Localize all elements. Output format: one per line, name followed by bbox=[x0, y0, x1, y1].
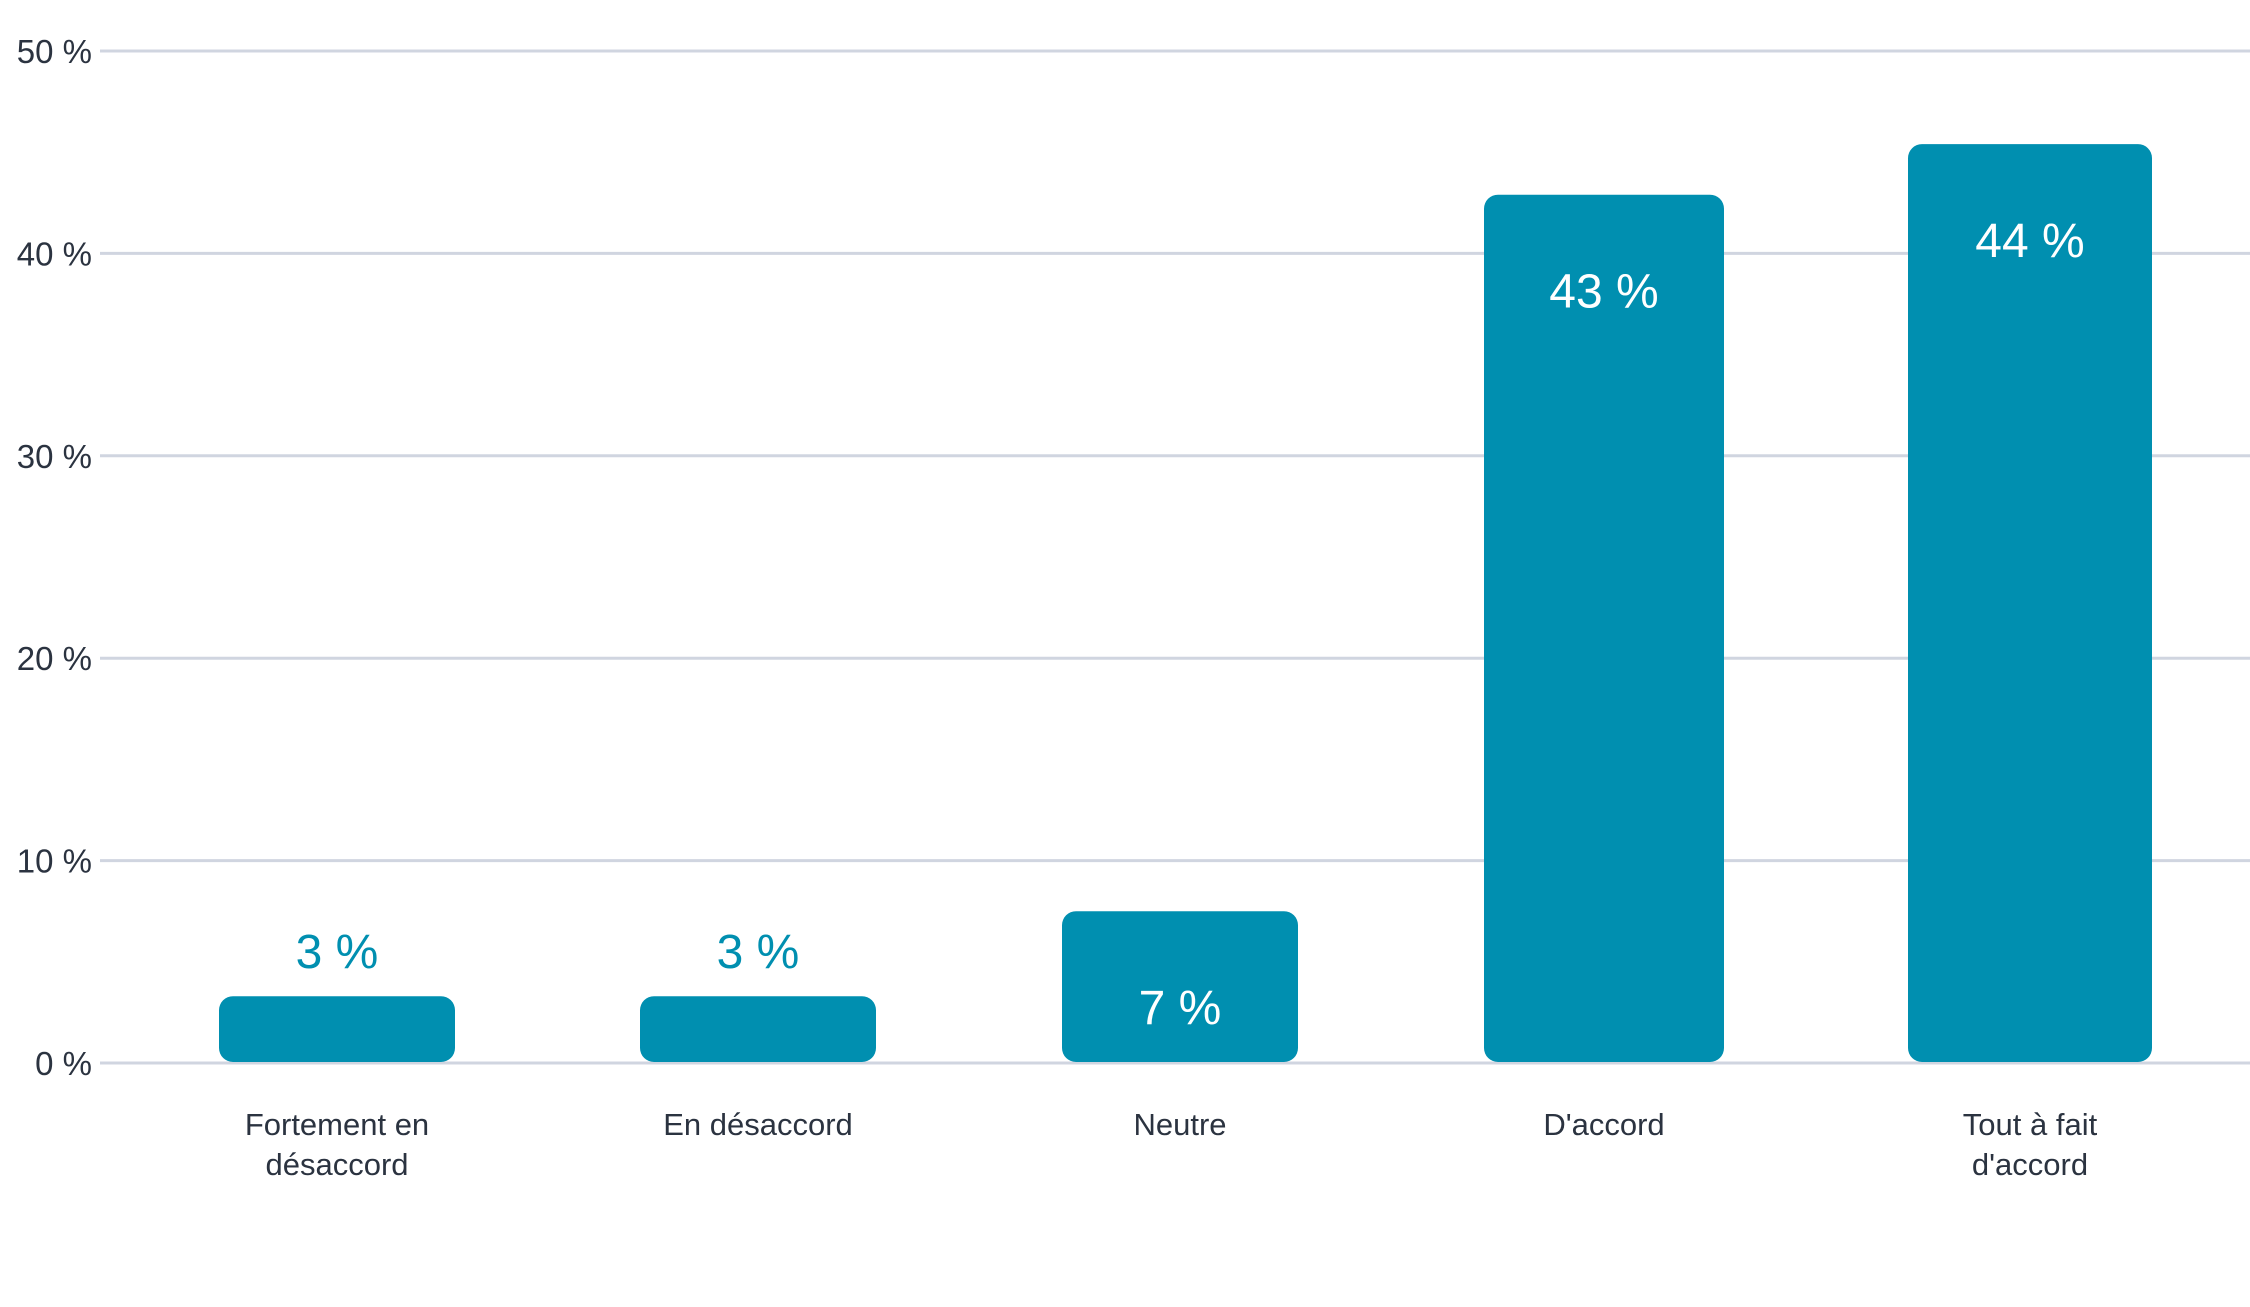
bar-value-label-4: 44 % bbox=[1975, 215, 2084, 268]
bar-0 bbox=[219, 996, 455, 1062]
bar-value-label-0: 3 % bbox=[296, 926, 379, 979]
bar-4 bbox=[1908, 144, 2152, 1062]
x-category-label-2: Neutre bbox=[1133, 1107, 1226, 1142]
bar-3 bbox=[1484, 194, 1724, 1063]
bar-value-label-2: 7 % bbox=[1139, 982, 1222, 1035]
x-category-label-0: Fortement en désaccord bbox=[245, 1107, 429, 1182]
bar-value-label-1: 3 % bbox=[717, 926, 800, 979]
bar-2 bbox=[1062, 911, 1298, 1062]
bar-1 bbox=[640, 996, 876, 1062]
y-tick-label-30: 30 % bbox=[17, 438, 92, 475]
y-tick-label-20: 20 % bbox=[17, 640, 92, 677]
y-tick-label-40: 40 % bbox=[17, 235, 92, 272]
x-category-label-4: Tout à fait d'accord bbox=[1963, 1107, 2098, 1182]
y-tick-label-0: 0 % bbox=[35, 1045, 92, 1082]
y-tick-label-10: 10 % bbox=[17, 843, 92, 880]
bar-value-label-3: 43 % bbox=[1549, 266, 1658, 319]
y-tick-label-50: 50 % bbox=[17, 33, 92, 70]
x-category-label-1: En désaccord bbox=[663, 1107, 853, 1142]
x-category-label-3: D'accord bbox=[1543, 1107, 1664, 1142]
